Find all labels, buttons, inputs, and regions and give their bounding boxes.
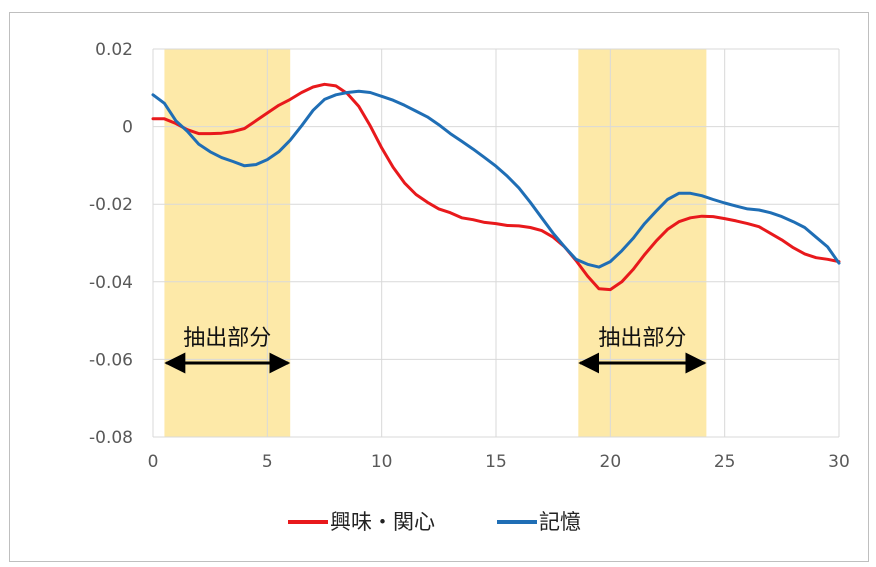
x-tick-label: 10 bbox=[371, 452, 393, 472]
series-lines bbox=[151, 82, 841, 292]
y-tick-label: 0 bbox=[122, 118, 133, 138]
x-tick-label: 15 bbox=[485, 452, 507, 472]
highlight-region-1 bbox=[164, 49, 291, 437]
series-line-2 bbox=[151, 89, 841, 269]
line-chart: 0.02 0 -0.02 -0.04 -0.06 -0.08 0 5 10 15 20 25 30 抽出… bbox=[89, 40, 850, 534]
annotations: 抽出部分 抽出部分 bbox=[164, 326, 707, 374]
highlight-region-2 bbox=[578, 49, 707, 437]
x-tick-label: 25 bbox=[714, 452, 736, 472]
y-tick-label: -0.02 bbox=[89, 195, 133, 215]
legend: 興味・関心 記憶 bbox=[288, 510, 581, 534]
chart-frame: 0.02 0 -0.02 -0.04 -0.06 -0.08 0 5 10 15 20 25 30 抽出… bbox=[9, 12, 869, 562]
tick-labels: 0.02 0 -0.02 -0.04 -0.06 -0.08 0 5 10 15 20 25 30 bbox=[89, 40, 850, 472]
x-tick-label: 20 bbox=[600, 452, 622, 472]
extract-label-2: 抽出部分 bbox=[598, 326, 686, 351]
x-tick-label: 30 bbox=[828, 452, 850, 472]
legend-label-2: 記憶 bbox=[539, 510, 581, 534]
y-tick-label: -0.04 bbox=[89, 273, 133, 293]
y-tick-label: -0.06 bbox=[89, 350, 133, 370]
y-tick-label: 0.02 bbox=[95, 40, 133, 60]
highlight-regions bbox=[164, 49, 707, 437]
y-tick-label: -0.08 bbox=[89, 428, 133, 448]
legend-label-1: 興味・関心 bbox=[330, 510, 435, 534]
extract-label-1: 抽出部分 bbox=[183, 326, 271, 351]
series-line-1 bbox=[151, 82, 841, 292]
x-tick-label: 0 bbox=[148, 452, 159, 472]
x-tick-label: 5 bbox=[262, 452, 273, 472]
gridlines bbox=[152, 48, 840, 438]
